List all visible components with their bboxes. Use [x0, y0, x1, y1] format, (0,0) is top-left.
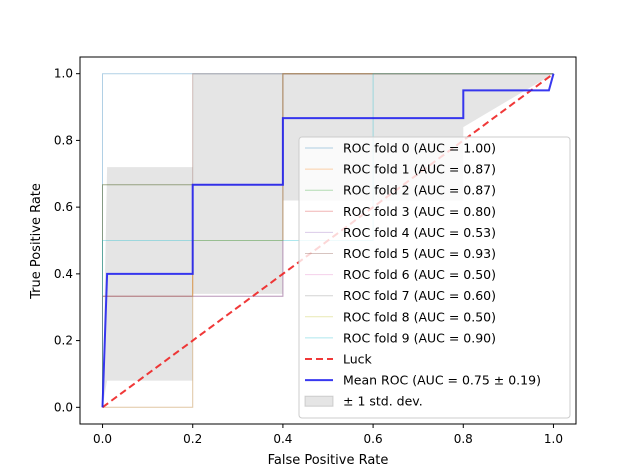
- legend-fold-4: ROC fold 4 (AUC = 0.53): [305, 225, 496, 240]
- legend-label: Mean ROC (AUC = 0.75 ± 0.19): [343, 373, 541, 388]
- x-axis-label: False Positive Rate: [268, 453, 389, 468]
- y-tick-label: 0.2: [54, 334, 73, 348]
- legend-fold-2: ROC fold 2 (AUC = 0.87): [305, 183, 496, 198]
- y-tick-label: 0.6: [54, 200, 73, 214]
- legend-label: ROC fold 8 (AUC = 0.50): [343, 309, 496, 324]
- legend-label: ROC fold 0 (AUC = 1.00): [343, 141, 496, 156]
- legend-label: ROC fold 7 (AUC = 0.60): [343, 288, 496, 303]
- legend-fold-5: ROC fold 5 (AUC = 0.93): [305, 246, 496, 261]
- legend-luck: Luck: [305, 352, 373, 367]
- legend-band-swatch: [304, 395, 334, 407]
- legend-fold-1: ROC fold 1 (AUC = 0.87): [305, 162, 496, 177]
- legend-label: ROC fold 5 (AUC = 0.93): [343, 246, 496, 261]
- x-tick-label: 1.0: [544, 432, 563, 446]
- legend-fold-0: ROC fold 0 (AUC = 1.00): [305, 141, 496, 156]
- roc-fold-0-line: [102, 73, 554, 408]
- roc-fold-8-line: [102, 73, 554, 408]
- legend-band: ± 1 std. dev.: [304, 394, 423, 409]
- mean-roc-line: [101, 73, 555, 408]
- x-tick-label: 0.8: [454, 432, 473, 446]
- x-tick-label: 0.0: [93, 432, 112, 446]
- legend-label: ROC fold 9 (AUC = 0.90): [343, 330, 496, 345]
- legend-label: ± 1 std. dev.: [343, 394, 423, 409]
- axes: 0.0 0.2 0.4 0.6 0.8 1.0 0.0 0.2 0.4 0.6 0.8 1.0: [54, 56, 577, 446]
- legend-fold-7: ROC fold 7 (AUC = 0.60): [305, 288, 496, 303]
- roc-fold-4-line: [102, 73, 554, 408]
- x-tick-label: 0.4: [273, 432, 292, 446]
- x-tick-label: 0.6: [364, 432, 383, 446]
- roc-fold-7-line: [102, 73, 554, 408]
- legend-label: ROC fold 4 (AUC = 0.53): [343, 225, 496, 240]
- legend-label: Luck: [343, 352, 373, 367]
- y-axis-label: True Positive Rate: [29, 183, 44, 300]
- legend-label: ROC fold 2 (AUC = 0.87): [343, 183, 496, 198]
- legend-fold-9: ROC fold 9 (AUC = 0.90): [305, 330, 496, 345]
- legend-label: ROC fold 6 (AUC = 0.50): [343, 267, 496, 282]
- roc-fold-6-line: [102, 73, 554, 408]
- legend-fold-6: ROC fold 6 (AUC = 0.50): [305, 267, 496, 282]
- axes-frame: [79, 56, 577, 425]
- legend-fold-8: ROC fold 8 (AUC = 0.50): [305, 309, 496, 324]
- y-tick-label: 0.4: [54, 267, 73, 281]
- legend: ROC fold 0 (AUC = 1.00) ROC fold 1 (AUC =…: [298, 136, 571, 419]
- y-tick-label: 0.8: [54, 133, 73, 147]
- legend-label: ROC fold 3 (AUC = 0.80): [343, 204, 496, 219]
- y-tick-label: 1.0: [54, 67, 73, 81]
- x-tick-label: 0.2: [183, 432, 202, 446]
- y-tick-label: 0.0: [54, 400, 73, 414]
- legend-label: ROC fold 1 (AUC = 0.87): [343, 162, 496, 177]
- legend-mean: Mean ROC (AUC = 0.75 ± 0.19): [305, 373, 541, 388]
- legend-fold-3: ROC fold 3 (AUC = 0.80): [305, 204, 496, 219]
- legend-box: [298, 136, 571, 419]
